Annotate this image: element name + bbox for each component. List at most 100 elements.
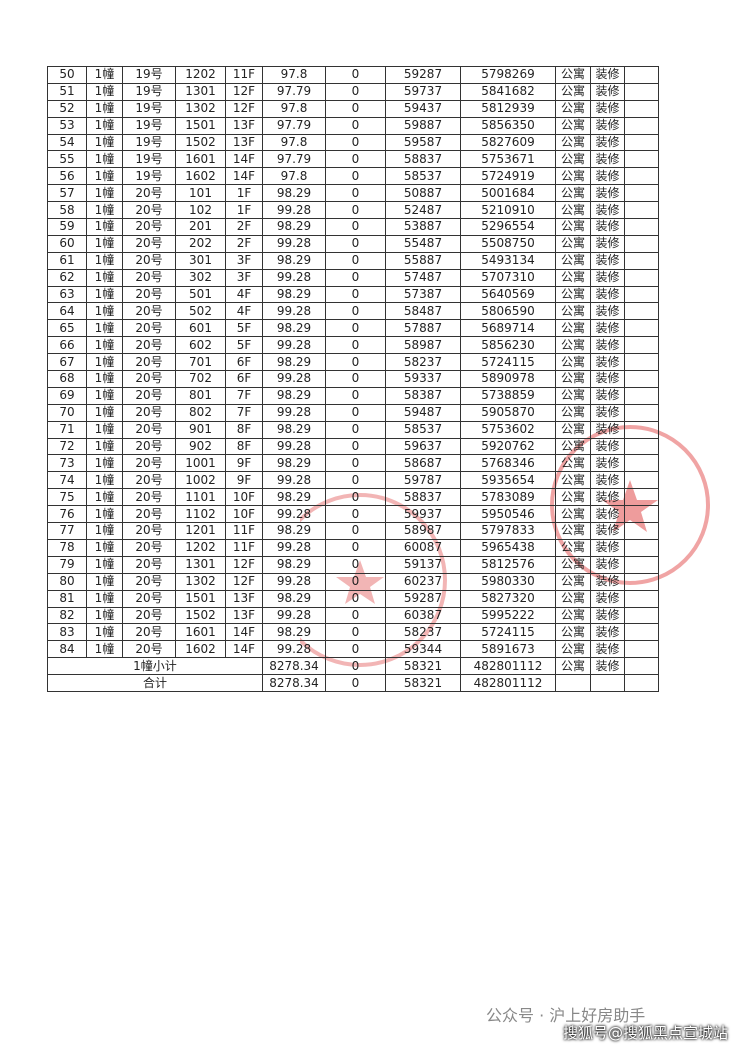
cell: 97.8 bbox=[262, 133, 326, 152]
cell: 0 bbox=[325, 82, 386, 101]
cell bbox=[624, 657, 659, 676]
cell bbox=[555, 674, 591, 692]
cell: 98.29 bbox=[262, 285, 326, 304]
cell: 20号 bbox=[122, 522, 176, 540]
cell: 5768346 bbox=[460, 454, 556, 473]
cell: 5856230 bbox=[460, 336, 556, 355]
cell: 12F bbox=[225, 555, 263, 574]
sales-table: 50 1幢 19号 1202 11F 97.8 0 59287 5798269 公寓 装修 51 1幢 1… bbox=[47, 66, 659, 692]
cell: 1幢 bbox=[86, 437, 123, 456]
cell: 0 bbox=[325, 488, 386, 507]
cell: 公寓 bbox=[555, 184, 591, 203]
cell: 公寓 bbox=[555, 285, 591, 304]
cell: 801 bbox=[175, 386, 226, 405]
cell: 14F bbox=[225, 150, 263, 169]
cell: 0 bbox=[325, 505, 386, 524]
cell: 98.29 bbox=[262, 488, 326, 507]
cell: 装修 bbox=[590, 589, 625, 608]
cell: 52 bbox=[47, 99, 87, 118]
cell: 1002 bbox=[175, 471, 226, 490]
cell: 99.28 bbox=[262, 538, 326, 557]
cell bbox=[624, 420, 659, 439]
cell: 58 bbox=[47, 201, 87, 220]
cell: 装修 bbox=[590, 218, 625, 236]
cell: 1F bbox=[225, 184, 263, 203]
cell: 98.29 bbox=[262, 555, 326, 574]
cell: 3F bbox=[225, 268, 263, 287]
cell: 1幢 bbox=[86, 606, 123, 625]
cell: 0 bbox=[325, 99, 386, 118]
cell: 98.29 bbox=[262, 623, 326, 642]
cell: 59287 bbox=[385, 66, 461, 84]
cell bbox=[624, 218, 659, 236]
cell: 20号 bbox=[122, 606, 176, 625]
cell: 56 bbox=[47, 167, 87, 186]
table-row: 82 1幢 20号 1502 13F 99.28 0 60387 5995222 公寓 装修 bbox=[47, 606, 659, 625]
cell: 20号 bbox=[122, 319, 176, 338]
cell bbox=[624, 386, 659, 405]
table-row: 合计 8278.34 0 58321 482801112 bbox=[47, 674, 659, 692]
cell: 0 bbox=[325, 437, 386, 456]
cell: 13F bbox=[225, 133, 263, 152]
cell: 公寓 bbox=[555, 167, 591, 186]
cell: 装修 bbox=[590, 150, 625, 169]
cell bbox=[624, 234, 659, 253]
cell: 公寓 bbox=[555, 66, 591, 84]
cell: 装修 bbox=[590, 82, 625, 101]
cell: 99.28 bbox=[262, 437, 326, 456]
table-row: 74 1幢 20号 1002 9F 99.28 0 59787 5935654 公寓 装修 bbox=[47, 471, 659, 490]
cell: 0 bbox=[325, 370, 386, 388]
cell: 公寓 bbox=[555, 201, 591, 220]
cell: 2F bbox=[225, 234, 263, 253]
cell: 98.29 bbox=[262, 420, 326, 439]
cell: 61 bbox=[47, 251, 87, 270]
cell: 50 bbox=[47, 66, 87, 84]
cell: 58237 bbox=[385, 353, 461, 372]
cell: 公寓 bbox=[555, 353, 591, 372]
cell: 公寓 bbox=[555, 471, 591, 490]
cell: 97.8 bbox=[262, 167, 326, 186]
cell: 12F bbox=[225, 99, 263, 118]
cell: 1101 bbox=[175, 488, 226, 507]
cell: 97.8 bbox=[262, 99, 326, 118]
cell: 1601 bbox=[175, 623, 226, 642]
table-row: 83 1幢 20号 1601 14F 98.29 0 58237 5724115 公寓 装修 bbox=[47, 623, 659, 642]
cell: 公寓 bbox=[555, 251, 591, 270]
cell bbox=[624, 150, 659, 169]
cell: 20号 bbox=[122, 285, 176, 304]
cell: 58387 bbox=[385, 386, 461, 405]
cell bbox=[624, 572, 659, 591]
cell: 10F bbox=[225, 505, 263, 524]
cell: 装修 bbox=[590, 386, 625, 405]
cell: 301 bbox=[175, 251, 226, 270]
cell: 58237 bbox=[385, 623, 461, 642]
cell: 5890978 bbox=[460, 370, 556, 388]
cell: 19号 bbox=[122, 133, 176, 152]
cell: 59737 bbox=[385, 82, 461, 101]
cell: 99.28 bbox=[262, 572, 326, 591]
cell: 公寓 bbox=[555, 420, 591, 439]
cell: 20号 bbox=[122, 589, 176, 608]
cell: 装修 bbox=[590, 420, 625, 439]
cell: 0 bbox=[325, 606, 386, 625]
cell: 公寓 bbox=[555, 454, 591, 473]
cell: 5F bbox=[225, 319, 263, 338]
cell: 装修 bbox=[590, 505, 625, 524]
cell: 0 bbox=[325, 133, 386, 152]
cell: 装修 bbox=[590, 555, 625, 574]
cell: 1502 bbox=[175, 606, 226, 625]
cell: 1幢 bbox=[86, 319, 123, 338]
cell: 80 bbox=[47, 572, 87, 591]
table-row: 58 1幢 20号 102 1F 99.28 0 52487 5210910 公寓 装修 bbox=[47, 201, 659, 220]
cell: 1幢 bbox=[86, 336, 123, 355]
cell: 装修 bbox=[590, 454, 625, 473]
cell: 公寓 bbox=[555, 589, 591, 608]
cell: 20号 bbox=[122, 201, 176, 220]
cell: 99.28 bbox=[262, 268, 326, 287]
cell: 6F bbox=[225, 370, 263, 388]
table-row: 60 1幢 20号 202 2F 99.28 0 55487 5508750 公寓 装修 bbox=[47, 234, 659, 253]
cell: 装修 bbox=[590, 201, 625, 220]
cell: 5296554 bbox=[460, 218, 556, 236]
table-row: 76 1幢 20号 1102 10F 99.28 0 59937 5950546 公寓 装修 bbox=[47, 505, 659, 524]
cell: 5920762 bbox=[460, 437, 556, 456]
